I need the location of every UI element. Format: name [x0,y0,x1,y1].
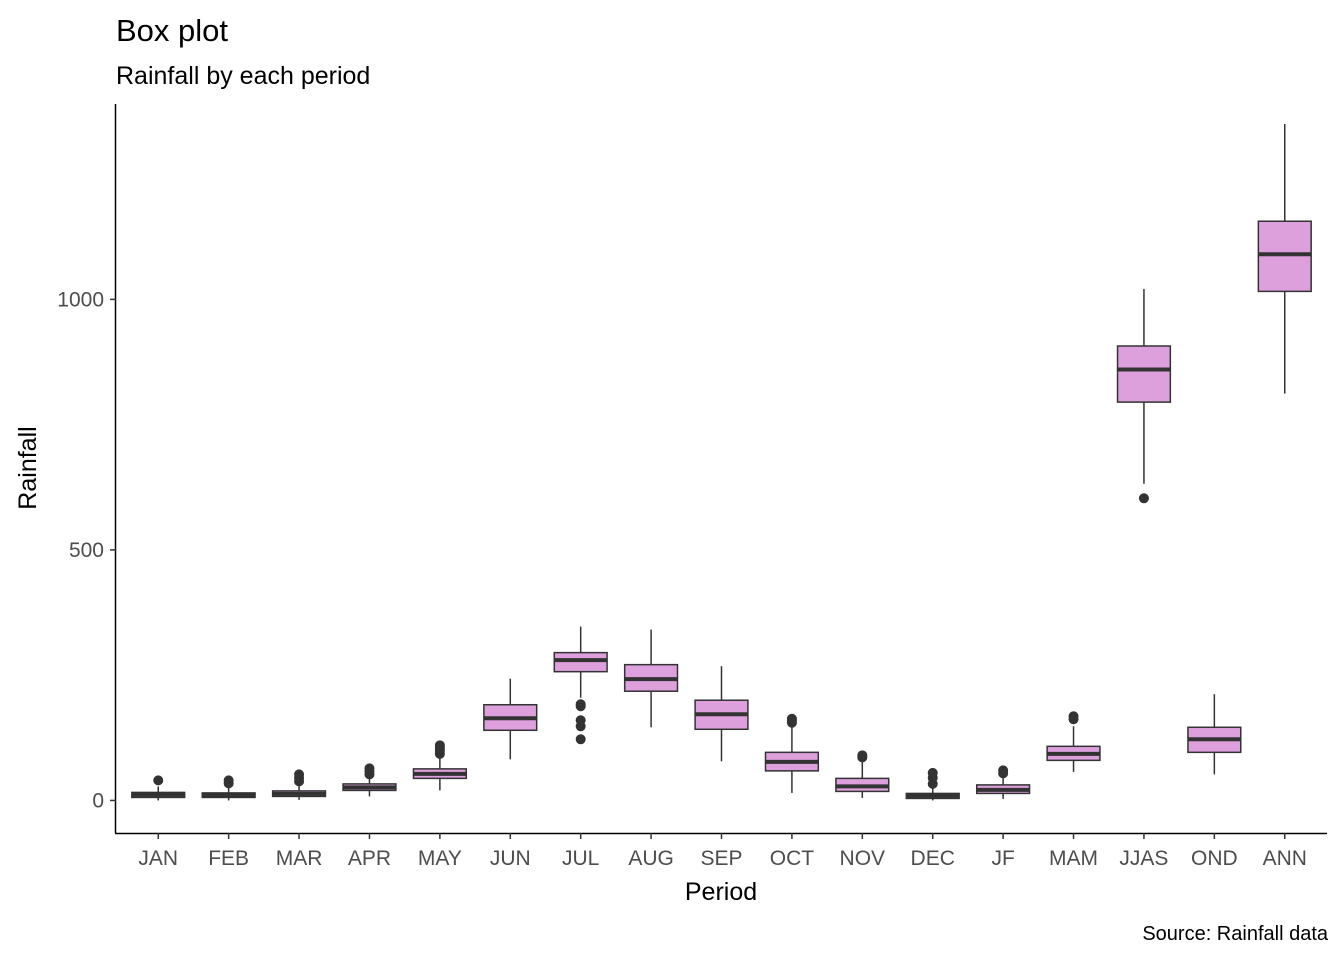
box-iqr [1116,345,1172,403]
box-may [412,740,468,791]
x-tick-label: FEB [208,847,249,870]
x-tick-label: DEC [911,847,955,870]
box-sep [694,666,749,762]
box-apr [342,763,397,797]
box-mar [271,769,327,800]
x-tick-label: JF [991,847,1014,870]
chart-caption: Source: Rainfall data [1142,923,1329,945]
box-oct [764,713,820,793]
outlier-point [575,699,586,710]
x-tick-label: ANN [1263,847,1307,870]
outlier-point [364,763,375,774]
box-ann [1257,124,1312,394]
outlier-point [223,775,234,786]
outlier-point [927,767,938,778]
x-axis-ticks: JAN FEB MAR APR MAY JUN JUL AUG SEP OCT NOV DEC JF MA… [138,833,1307,870]
y-tick-label: 500 [69,539,104,562]
outlier-point [1138,493,1149,504]
outlier-point [294,769,305,780]
x-tick-label: NOV [840,847,886,870]
boxes-layer [131,124,1312,801]
outlier-point [857,750,868,761]
box-jjas [1116,288,1172,504]
outlier-point [153,775,164,786]
outlier-point [786,713,797,724]
outlier-point [434,740,445,751]
chart-title: Box plot [116,13,228,48]
outlier-point [575,715,586,726]
y-axis-title: Rainfall [14,426,42,509]
x-tick-label: JUN [490,847,531,870]
x-axis-title: Period [685,878,757,906]
box-mam [1046,711,1101,772]
x-tick-label: MAR [276,847,323,870]
x-tick-label: JAN [138,847,178,870]
x-tick-label: OND [1191,847,1238,870]
y-tick-label: 1000 [57,288,104,311]
box-jf [975,765,1031,799]
box-jan [131,775,186,801]
box-nov [835,750,890,798]
y-tick-label: 0 [92,789,104,812]
box-iqr [1257,220,1312,293]
x-tick-label: AUG [628,847,674,870]
x-tick-label: OCT [770,847,815,870]
box-feb [201,775,256,801]
outlier-point [1068,711,1079,722]
outlier-point [575,734,586,745]
box-aug [623,629,679,728]
x-tick-label: SEP [700,847,742,870]
y-axis-ticks: 0 500 1000 [57,288,116,812]
box-jun [483,678,538,760]
x-tick-label: JJAS [1119,847,1168,870]
box-dec [905,767,960,801]
box-jul [553,626,608,745]
x-tick-label: JUL [562,847,599,870]
x-tick-label: MAY [418,847,462,870]
x-tick-label: APR [348,847,391,870]
box-ond [1187,694,1242,775]
x-tick-label: MAM [1049,847,1098,870]
chart-subtitle: Rainfall by each period [116,62,370,90]
box-iqr [553,651,608,673]
outlier-point [998,765,1009,776]
